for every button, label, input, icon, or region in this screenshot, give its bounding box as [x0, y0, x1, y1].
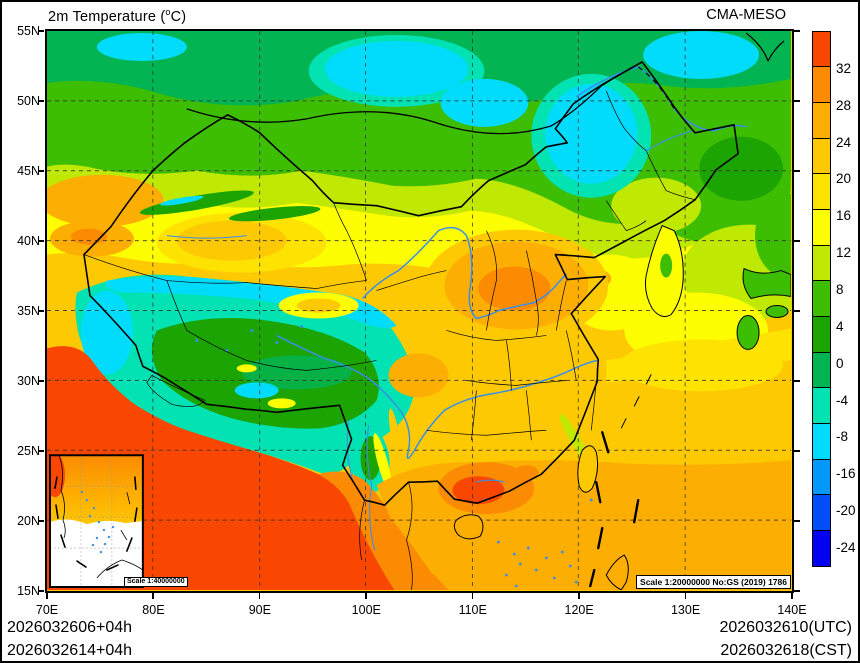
inset-scale-box: Scale 1:40000000: [124, 577, 188, 588]
colorbar-label: 8: [836, 282, 844, 297]
colorbar-segment: [812, 459, 831, 496]
lat-tick-left: [38, 590, 44, 592]
lon-label: 80E: [131, 603, 175, 617]
lon-tick-bottom: [152, 593, 154, 599]
lat-label: 35N: [6, 304, 40, 318]
footer-init-time-cst: 2026032614+04h: [7, 642, 132, 660]
colorbar-segment: [812, 245, 831, 282]
lon-label: 120E: [557, 603, 601, 617]
kyushu-island: [737, 315, 759, 349]
lat-tick-right: [794, 520, 800, 522]
lat-tick-right: [794, 450, 800, 452]
lat-tick-right: [794, 240, 800, 242]
footer-init-time: 2026032606+04h: [7, 619, 132, 637]
lon-tick-bottom: [791, 593, 793, 599]
colorbar-label: 32: [836, 61, 851, 76]
lon-label: 100E: [344, 603, 388, 617]
temperature-map-canvas: [47, 31, 791, 590]
colorbar-segment: [812, 66, 831, 103]
map-area: Scale 1:20000000 No:GS (2019) 1786 Scale…: [45, 29, 794, 593]
lat-tick-left: [38, 380, 44, 382]
colorbar-label: 24: [836, 135, 851, 150]
lon-label: 70E: [25, 603, 69, 617]
lat-tick-left: [38, 520, 44, 522]
colorbar-label: 16: [836, 208, 851, 223]
colorbar-segment: [812, 280, 831, 317]
colorbar: [812, 32, 831, 567]
lat-tick-left: [38, 170, 44, 172]
lon-tick-bottom: [46, 593, 48, 599]
colorbar-label: 0: [836, 356, 844, 371]
lat-label: 15N: [6, 584, 40, 598]
lon-tick-bottom: [685, 593, 687, 599]
colorbar-segment: [812, 423, 831, 460]
weather-map-page: 2m Temperature (oC) CMA-MESO: [0, 0, 860, 663]
colorbar-segment: [812, 209, 831, 246]
colorbar-segment: [812, 530, 831, 567]
colorbar-segment: [812, 102, 831, 139]
page-title: 2m Temperature (oC): [48, 7, 186, 25]
lat-label: 30N: [6, 374, 40, 388]
colorbar-label: -16: [836, 466, 856, 481]
lat-tick-left: [38, 310, 44, 312]
lat-tick-left: [38, 240, 44, 242]
lat-tick-right: [794, 30, 800, 32]
lat-label: 55N: [6, 24, 40, 38]
shikoku-island: [766, 306, 788, 318]
lon-tick-bottom: [259, 593, 261, 599]
lon-tick-bottom: [578, 593, 580, 599]
lat-label: 40N: [6, 234, 40, 248]
footer-valid-time-cst: 2026032618(CST): [720, 642, 852, 660]
colorbar-segment: [812, 138, 831, 175]
lat-tick-right: [794, 380, 800, 382]
colorbar-segment: [812, 31, 831, 68]
map-scale-box: Scale 1:20000000 No:GS (2019) 1786: [636, 575, 791, 589]
lat-tick-left: [38, 100, 44, 102]
footer-valid-time-utc: 2026032610(UTC): [719, 619, 852, 637]
colorbar-label: -4: [836, 393, 848, 408]
hainan-island: [454, 515, 483, 539]
lat-tick-right: [794, 590, 800, 592]
lat-tick-right: [794, 100, 800, 102]
lon-label: 110E: [451, 603, 495, 617]
lon-tick-bottom: [365, 593, 367, 599]
lon-label: 140E: [770, 603, 814, 617]
lat-label: 45N: [6, 164, 40, 178]
lat-tick-right: [794, 170, 800, 172]
lat-label: 50N: [6, 94, 40, 108]
colorbar-label: -8: [836, 429, 848, 444]
colorbar-segment: [812, 352, 831, 389]
title-suffix: C): [171, 9, 187, 25]
colorbar-label: -24: [836, 540, 856, 555]
colorbar-label: 28: [836, 98, 851, 113]
honshu-island: [743, 269, 791, 299]
lon-tick-bottom: [472, 593, 474, 599]
colorbar-label: 20: [836, 171, 851, 186]
colorbar-segment: [812, 173, 831, 210]
colorbar-label: -20: [836, 503, 856, 518]
lat-tick-right: [794, 310, 800, 312]
lon-label: 130E: [664, 603, 708, 617]
lon-label: 90E: [238, 603, 282, 617]
lat-tick-left: [38, 450, 44, 452]
colorbar-segment: [812, 316, 831, 353]
inset-map: [47, 453, 143, 587]
colorbar-label: 4: [836, 319, 844, 334]
title-prefix: 2m Temperature (: [48, 9, 165, 25]
colorbar-label: 12: [836, 245, 851, 260]
model-label: CMA-MESO: [706, 7, 786, 23]
lat-label: 25N: [6, 444, 40, 458]
colorbar-segment: [812, 387, 831, 424]
lat-tick-left: [38, 30, 44, 32]
colorbar-segment: [812, 494, 831, 531]
lat-label: 20N: [6, 514, 40, 528]
